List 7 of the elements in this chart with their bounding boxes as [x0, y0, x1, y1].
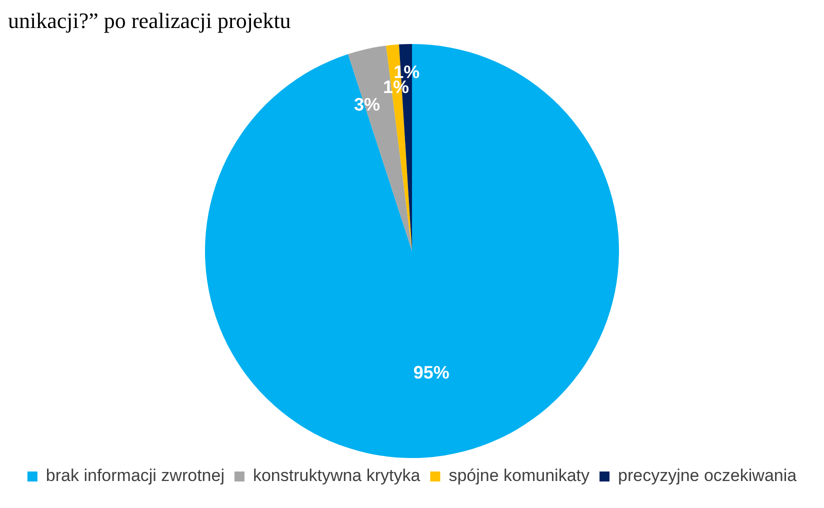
legend-label: konstruktywna krytyka — [252, 466, 421, 486]
legend-label: brak informacji zwrotnej — [46, 466, 224, 486]
data-label: 1% — [383, 77, 410, 98]
legend-label: spójne komunikaty — [448, 466, 590, 486]
legend-label: precyzyjne oczekiwania — [618, 466, 798, 486]
data-label: 95% — [413, 362, 450, 383]
chart-title: unikacji?” po realizacji projektu — [8, 8, 292, 34]
